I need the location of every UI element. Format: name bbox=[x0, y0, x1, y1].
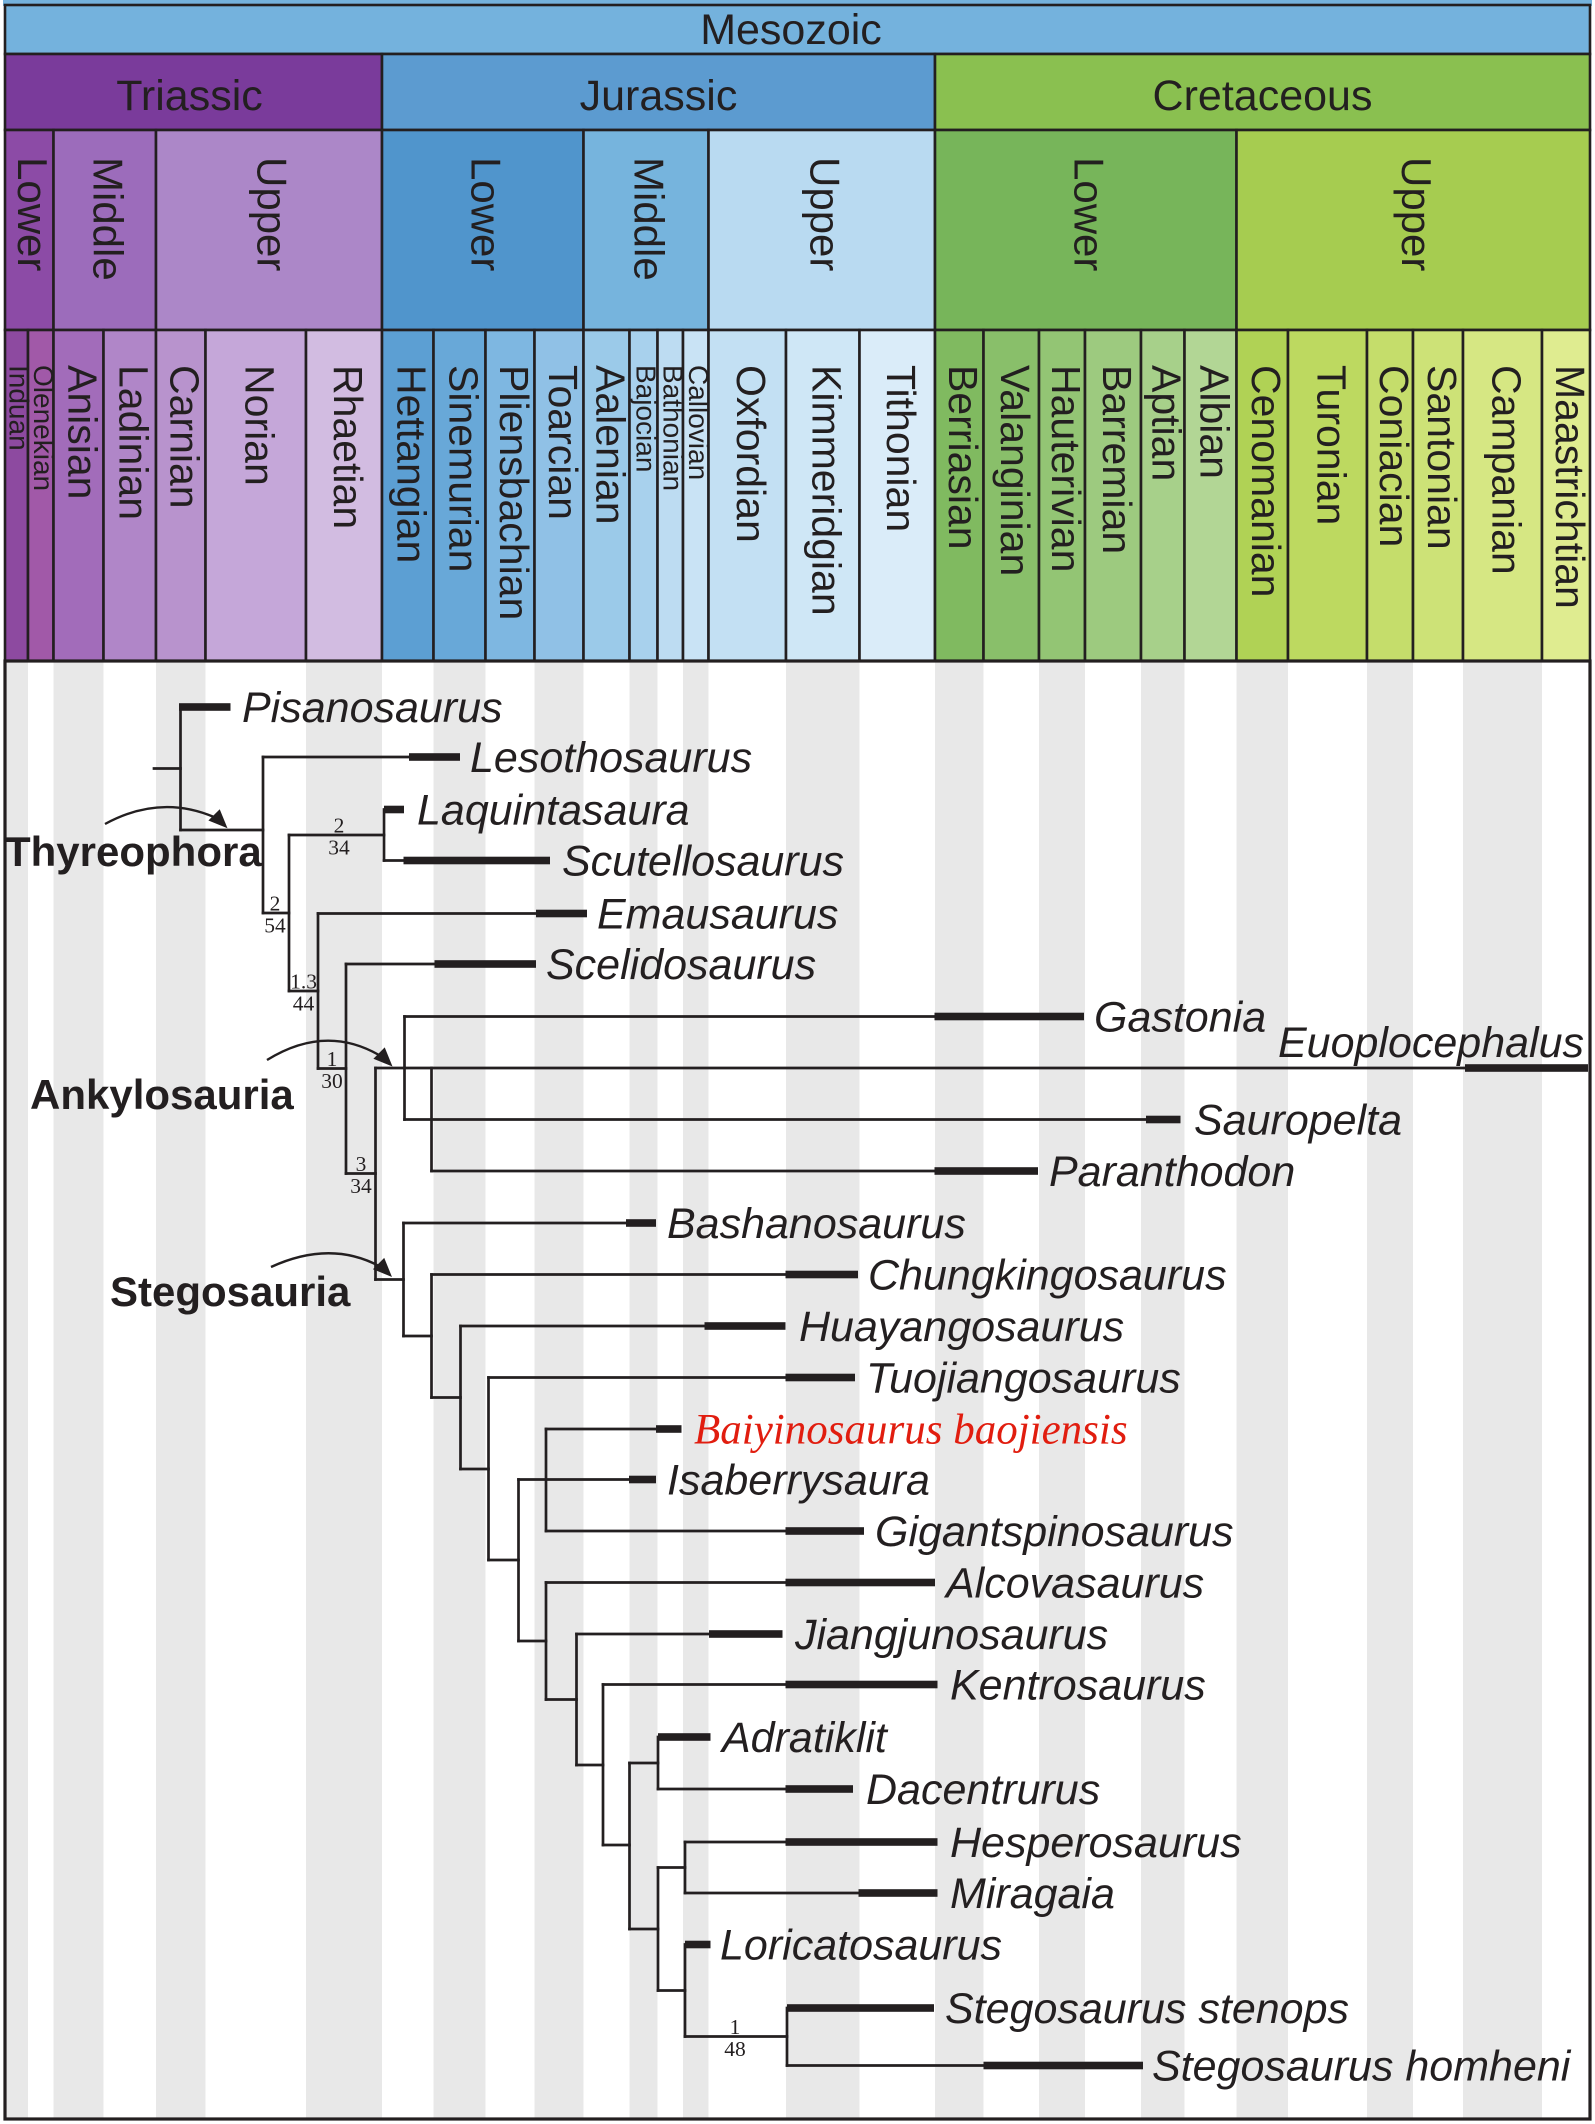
svg-text:Bajocian: Bajocian bbox=[631, 365, 662, 472]
svg-text:Valanginian: Valanginian bbox=[992, 365, 1038, 576]
svg-text:Paranthodon: Paranthodon bbox=[1049, 1148, 1295, 1196]
svg-text:Huayangosaurus: Huayangosaurus bbox=[799, 1303, 1124, 1351]
svg-text:Carnian: Carnian bbox=[162, 365, 208, 509]
svg-text:Oxfordian: Oxfordian bbox=[728, 365, 774, 543]
svg-text:30: 30 bbox=[321, 1069, 343, 1093]
svg-text:Toarcian: Toarcian bbox=[540, 365, 586, 520]
svg-text:Miragaia: Miragaia bbox=[950, 1870, 1115, 1918]
svg-text:Stegosauria: Stegosauria bbox=[110, 1268, 351, 1315]
svg-text:Cretaceous: Cretaceous bbox=[1153, 72, 1373, 120]
svg-text:Coniacian: Coniacian bbox=[1371, 365, 1417, 547]
svg-text:Euoplocephalus: Euoplocephalus bbox=[1278, 1019, 1584, 1067]
svg-text:Jurassic: Jurassic bbox=[580, 72, 738, 120]
svg-text:Aptian: Aptian bbox=[1144, 365, 1190, 481]
svg-text:Chungkingosaurus: Chungkingosaurus bbox=[868, 1252, 1227, 1300]
svg-text:Pisanosaurus: Pisanosaurus bbox=[242, 684, 503, 732]
svg-text:Kentrosaurus: Kentrosaurus bbox=[950, 1662, 1206, 1710]
svg-text:Lower: Lower bbox=[9, 157, 56, 271]
svg-text:44: 44 bbox=[293, 992, 315, 1016]
svg-text:Triassic: Triassic bbox=[116, 72, 263, 120]
svg-text:Lower: Lower bbox=[1065, 157, 1112, 271]
svg-text:Upper: Upper bbox=[249, 157, 296, 271]
svg-text:2: 2 bbox=[270, 892, 281, 916]
svg-text:Dacentrurus: Dacentrurus bbox=[866, 1766, 1100, 1814]
svg-text:Stegosaurus stenops: Stegosaurus stenops bbox=[945, 1985, 1349, 2033]
svg-text:2: 2 bbox=[334, 814, 345, 838]
svg-text:Scutellosaurus: Scutellosaurus bbox=[562, 838, 844, 886]
svg-text:Rhaetian: Rhaetian bbox=[325, 365, 371, 529]
svg-text:Alcovasaurus: Alcovasaurus bbox=[943, 1560, 1204, 1608]
svg-text:Induan: Induan bbox=[4, 365, 35, 451]
svg-text:Anisian: Anisian bbox=[59, 365, 105, 499]
svg-text:Scelidosaurus: Scelidosaurus bbox=[546, 941, 816, 989]
svg-text:Olenekian: Olenekian bbox=[28, 365, 59, 491]
svg-text:54: 54 bbox=[264, 914, 286, 938]
svg-text:Gastonia: Gastonia bbox=[1094, 994, 1266, 1042]
svg-text:Norian: Norian bbox=[237, 365, 283, 486]
svg-text:Hauterivian: Hauterivian bbox=[1043, 365, 1089, 572]
svg-text:Loricatosaurus: Loricatosaurus bbox=[720, 1922, 1002, 1970]
svg-text:Thyreophora: Thyreophora bbox=[5, 828, 262, 875]
svg-text:Aalenian: Aalenian bbox=[587, 365, 633, 525]
svg-text:Adratiklit: Adratiklit bbox=[719, 1714, 889, 1762]
svg-text:Laquintasaura: Laquintasaura bbox=[417, 787, 690, 835]
svg-text:Kimmeridgian: Kimmeridgian bbox=[804, 365, 850, 616]
svg-text:Sinemurian: Sinemurian bbox=[440, 365, 486, 572]
svg-text:48: 48 bbox=[724, 2037, 746, 2061]
svg-text:Gigantspinosaurus: Gigantspinosaurus bbox=[875, 1508, 1234, 1556]
svg-text:Upper: Upper bbox=[801, 157, 848, 271]
svg-text:Santonian: Santonian bbox=[1419, 365, 1465, 550]
svg-text:Sauropelta: Sauropelta bbox=[1194, 1097, 1402, 1145]
svg-text:Hesperosaurus: Hesperosaurus bbox=[950, 1819, 1242, 1867]
svg-text:Mesozoic: Mesozoic bbox=[700, 6, 882, 54]
svg-text:Turonian: Turonian bbox=[1308, 365, 1354, 525]
svg-text:Albian: Albian bbox=[1191, 365, 1237, 479]
svg-text:Berriasian: Berriasian bbox=[940, 365, 986, 550]
svg-text:Maastrichtian: Maastrichtian bbox=[1547, 365, 1593, 609]
svg-text:1: 1 bbox=[327, 1047, 338, 1071]
svg-text:Stegosaurus homheni: Stegosaurus homheni bbox=[1152, 2043, 1572, 2091]
svg-text:Isaberrysaura: Isaberrysaura bbox=[667, 1457, 930, 1505]
svg-text:Upper: Upper bbox=[1393, 157, 1440, 271]
svg-text:Hettangian: Hettangian bbox=[389, 365, 435, 563]
svg-text:Jiangjunosaurus: Jiangjunosaurus bbox=[794, 1611, 1108, 1659]
svg-text:Bathonian: Bathonian bbox=[657, 365, 688, 491]
svg-text:34: 34 bbox=[350, 1174, 372, 1198]
svg-text:Middle: Middle bbox=[626, 157, 673, 281]
svg-text:Cenomanian: Cenomanian bbox=[1243, 365, 1289, 598]
svg-text:Bashanosaurus: Bashanosaurus bbox=[667, 1200, 966, 1248]
svg-text:Callovian: Callovian bbox=[683, 365, 714, 480]
svg-text:Ladinian: Ladinian bbox=[111, 365, 157, 520]
svg-text:Pliensbachian: Pliensbachian bbox=[491, 365, 537, 620]
svg-text:3: 3 bbox=[356, 1152, 367, 1176]
svg-text:Tithonian: Tithonian bbox=[878, 365, 924, 532]
svg-text:Lesothosaurus: Lesothosaurus bbox=[470, 734, 752, 782]
svg-text:Ankylosauria: Ankylosauria bbox=[30, 1071, 294, 1118]
svg-text:1: 1 bbox=[730, 2015, 741, 2039]
svg-text:1.3: 1.3 bbox=[290, 970, 317, 994]
svg-text:Baiyinosaurus baojiensis: Baiyinosaurus baojiensis bbox=[694, 1407, 1128, 1454]
svg-text:Emausaurus: Emausaurus bbox=[597, 891, 838, 939]
svg-text:Campanian: Campanian bbox=[1483, 365, 1529, 575]
svg-text:Middle: Middle bbox=[84, 157, 131, 281]
svg-text:34: 34 bbox=[328, 836, 350, 860]
svg-text:Lower: Lower bbox=[462, 157, 509, 271]
svg-text:Barremian: Barremian bbox=[1094, 365, 1140, 554]
svg-text:Tuojiangosaurus: Tuojiangosaurus bbox=[866, 1355, 1181, 1403]
